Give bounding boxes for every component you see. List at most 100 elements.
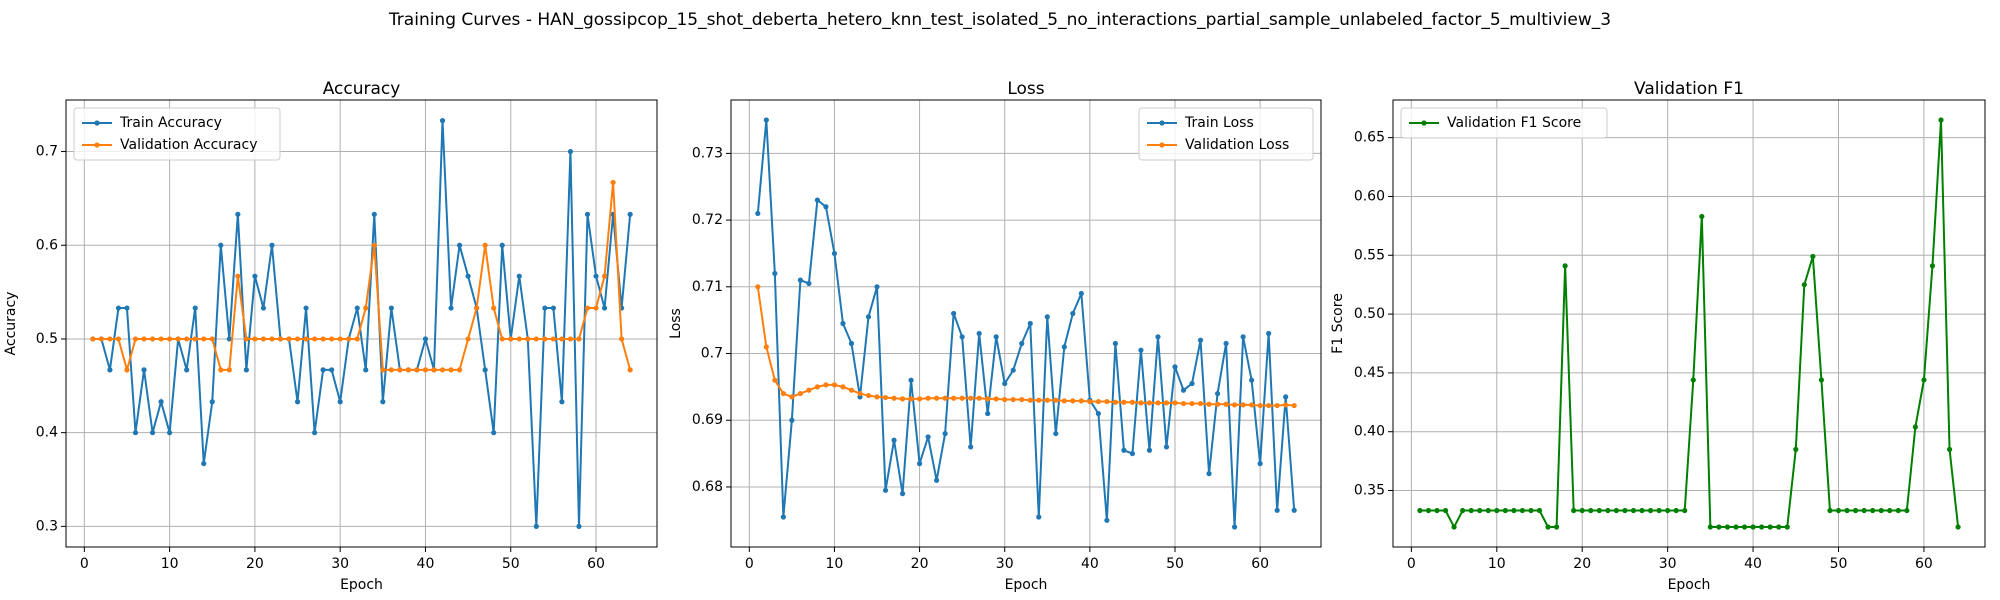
data-point (763, 344, 769, 350)
data-point (422, 367, 429, 373)
data-point (1112, 399, 1118, 405)
x-tick-label: 40 (1081, 556, 1099, 572)
y-tick-label: 0.5 (36, 331, 58, 347)
data-point (899, 491, 906, 497)
subplot: 0 10 20 30 40 50 60 0.35 0.40 0.45 0.50 0.55 0.60 0.6… (1330, 79, 1986, 593)
y-tick-label: 0.72 (692, 212, 723, 228)
data-point (848, 340, 855, 347)
data-point (422, 336, 429, 342)
data-point (755, 210, 761, 217)
data-point (763, 117, 769, 123)
legend-label: Validation F1 Score (1447, 115, 1581, 131)
data-point (218, 367, 224, 373)
data-point (1912, 424, 1918, 430)
data-point (797, 390, 803, 397)
data-point (1946, 446, 1953, 452)
data-point (882, 394, 889, 401)
data-point (474, 305, 480, 311)
data-point (277, 336, 284, 342)
data-point (1095, 410, 1101, 417)
data-point (1087, 398, 1093, 405)
data-point (1053, 430, 1059, 437)
data-point (831, 382, 838, 388)
data-point (329, 336, 335, 342)
data-point (627, 211, 633, 217)
data-point (1274, 402, 1280, 409)
data-point (124, 305, 130, 311)
x-tick-label: 10 (1488, 556, 1506, 572)
data-point (1249, 377, 1255, 383)
data-point (235, 273, 241, 279)
data-point (1502, 507, 1508, 514)
data-point (1477, 507, 1483, 514)
data-point (1189, 380, 1195, 387)
subplot: 0 10 20 30 40 50 60 0.3 0.4 0.5 0.6 0.7 Accuracy Epoc… (3, 79, 658, 593)
data-point (542, 336, 548, 342)
data-point (942, 430, 948, 437)
series-line (92, 182, 632, 374)
data-point (286, 336, 292, 342)
data-point (448, 367, 454, 373)
data-point (115, 336, 122, 342)
data-point (1231, 524, 1238, 530)
data-point (252, 273, 258, 279)
data-point (1810, 253, 1816, 260)
data-point (124, 367, 130, 373)
data-point (252, 336, 258, 342)
series-line (756, 119, 1296, 528)
data-point (1163, 444, 1170, 450)
data-point (601, 305, 608, 311)
data-point (337, 336, 343, 342)
data-point (269, 242, 275, 248)
data-point (1257, 402, 1263, 409)
data-point (1887, 507, 1893, 514)
legend-label: Validation Accuracy (120, 137, 258, 153)
data-point (1053, 397, 1059, 403)
x-tick-label: 60 (587, 556, 605, 572)
data-point (439, 118, 446, 124)
x-axis-label: Epoch (340, 577, 383, 593)
data-point (1468, 507, 1474, 514)
data-point (1180, 400, 1187, 407)
data-point (1733, 524, 1739, 530)
y-axis-label: Accuracy (3, 292, 19, 356)
data-point (192, 305, 198, 311)
data-point (132, 430, 139, 436)
x-tick-label: 30 (331, 556, 349, 572)
legend-label: Train Accuracy (119, 115, 222, 131)
y-tick-label: 0.3 (36, 518, 58, 534)
data-point (899, 396, 906, 402)
data-point (985, 396, 991, 402)
data-point (1776, 524, 1782, 530)
data-point (1511, 507, 1517, 514)
y-tick-label: 0.65 (1354, 130, 1385, 146)
x-tick-label: 50 (1830, 556, 1848, 572)
data-point (1214, 390, 1221, 397)
data-point (380, 367, 386, 373)
data-point (1095, 398, 1101, 405)
data-point (1129, 399, 1136, 405)
data-point (1545, 524, 1551, 530)
data-point (533, 523, 539, 529)
x-tick-label: 20 (911, 556, 929, 572)
data-point (397, 367, 403, 373)
data-point (167, 430, 173, 436)
data-point (388, 305, 394, 311)
x-tick-label: 10 (826, 556, 844, 572)
data-point (993, 334, 999, 340)
data-point (1104, 517, 1110, 523)
data-point (985, 410, 991, 417)
x-tick-label: 0 (1407, 556, 1416, 572)
data-point (1741, 524, 1748, 530)
legend-marker (94, 142, 100, 148)
data-point (465, 336, 471, 342)
data-point (1690, 377, 1696, 383)
data-point (456, 367, 463, 373)
subplot: 0 10 20 30 40 50 60 0.68 0.69 0.7 0.71 0.72 0.73 Loss… (668, 79, 1322, 593)
data-point (1206, 401, 1212, 407)
data-point (1019, 396, 1025, 403)
data-point (1835, 507, 1842, 514)
data-point (1665, 507, 1671, 514)
data-point (1870, 507, 1876, 514)
data-point (1104, 398, 1110, 405)
